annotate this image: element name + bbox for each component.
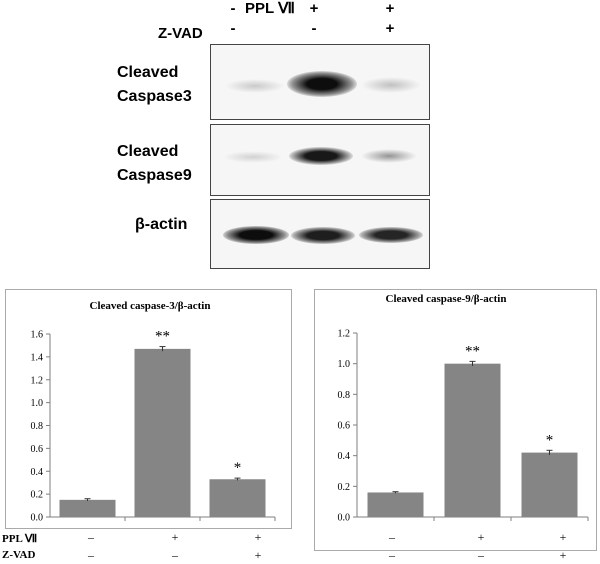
y-tick-label-c3: 0.0 (31, 513, 44, 524)
blot-caspase9 (210, 124, 430, 196)
band-caspase9-lane3 (361, 149, 417, 163)
y-tick-label-c9: 0.0 (338, 513, 351, 524)
band-caspase3-lane1 (225, 79, 285, 93)
y-tick-label-c3: 0.4 (31, 467, 44, 478)
significance-c9-2: ** (465, 343, 480, 359)
top-ppl-sign-2: + (309, 0, 319, 17)
y-tick-label-c3: 1.6 (31, 330, 44, 341)
band-caspase9-lane2 (289, 147, 353, 165)
top-zvad-label: Z-VAD (158, 25, 203, 42)
bottom-c2-zvad-sign-1: – (389, 548, 395, 562)
top-zvad-sign-3: + (385, 20, 395, 37)
bottom-ppl-label: PPL Ⅶ (2, 533, 38, 545)
band-actin-lane3 (359, 227, 423, 243)
blot-label-caspase9-line2: Caspase9 (117, 167, 192, 184)
bottom-c2-ppl-sign-2: + (477, 530, 485, 544)
blot-label-actin: β-actin (135, 213, 187, 237)
band-actin-lane2 (291, 227, 355, 244)
bottom-c2-zvad-sign-3: + (559, 548, 567, 562)
bottom-c1-ppl-sign-3: + (254, 530, 262, 544)
band-caspase3-lane2 (287, 71, 357, 97)
blot-label-actin-line1: β-actin (135, 216, 188, 233)
top-ppl-sign-1: - (230, 0, 236, 17)
y-tick-label-c3: 1.0 (31, 398, 44, 409)
chart-caspase3-frame (5, 289, 292, 529)
significance-c9-3: * (546, 432, 554, 448)
bar-c3-1 (59, 499, 116, 517)
bottom-c2-ppl-sign-3: + (559, 530, 567, 544)
blot-label-caspase3-line2: Caspase3 (117, 88, 192, 105)
bar-c9-3 (521, 452, 578, 517)
y-tick-label-c3: 0.2 (31, 490, 44, 501)
band-caspase3-lane3 (361, 77, 421, 93)
bottom-zvad-label: Z-VAD (2, 549, 36, 561)
y-tick-label-c3: 1.2 (31, 375, 44, 386)
bottom-c1-ppl-sign-2: + (171, 530, 179, 544)
y-tick-label-c9: 1.0 (338, 359, 351, 370)
bottom-c1-zvad-sign-2: – (172, 548, 178, 562)
chart-title-c9: Cleaved caspase-9/β-actin (386, 293, 507, 305)
band-actin-lane1 (223, 226, 289, 244)
y-tick-label-c9: 0.4 (338, 451, 351, 462)
bottom-c1-zvad-sign-1: – (88, 548, 94, 562)
y-tick-label-c3: 0.6 (31, 444, 44, 455)
blot-label-caspase3: Cleaved Caspase3 (117, 61, 192, 109)
bar-c9-2 (444, 363, 501, 517)
blot-label-caspase9: Cleaved Caspase9 (117, 140, 192, 188)
top-zvad-sign-1: - (230, 20, 236, 37)
blot-actin (210, 199, 430, 269)
bottom-c2-ppl-sign-1: – (389, 530, 395, 544)
top-ppl-label: PPL Ⅶ (245, 0, 295, 17)
top-zvad-sign-2: - (311, 20, 317, 37)
top-ppl-sign-3: + (385, 0, 395, 17)
band-caspase9-lane1 (223, 151, 283, 163)
significance-c3-3: * (234, 460, 242, 476)
bottom-c2-zvad-sign-2: – (478, 548, 484, 562)
blot-label-caspase9-line1: Cleaved (117, 143, 179, 160)
bar-c3-3 (209, 479, 266, 517)
y-tick-label-c9: 0.2 (338, 482, 351, 493)
y-tick-label-c9: 1.2 (338, 329, 351, 340)
bar-c3-2 (134, 348, 191, 517)
y-tick-label-c3: 1.4 (31, 352, 44, 363)
significance-c3-2: ** (155, 329, 170, 345)
bar-c9-1 (367, 492, 424, 517)
bottom-c1-ppl-sign-1: – (88, 530, 94, 544)
chart-title-c3: Cleaved caspase-3/β-actin (90, 300, 211, 312)
bottom-c1-zvad-sign-3: + (254, 548, 262, 562)
blot-caspase3 (210, 44, 430, 120)
y-tick-label-c9: 0.6 (338, 421, 351, 432)
chart-caspase9-frame (314, 289, 597, 551)
blot-label-caspase3-line1: Cleaved (117, 64, 179, 81)
y-tick-label-c3: 0.8 (31, 421, 44, 432)
y-tick-label-c9: 0.8 (338, 390, 351, 401)
